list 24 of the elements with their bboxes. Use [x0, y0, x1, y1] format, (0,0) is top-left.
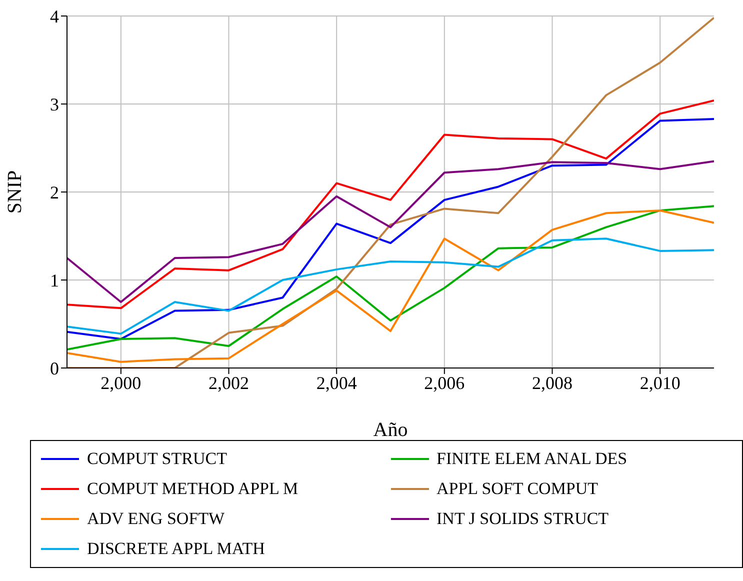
y-axis-title: SNIP [4, 170, 26, 214]
legend-label: ADV ENG SOFTW [87, 509, 225, 529]
x-tick-label: 2,000 [100, 372, 142, 393]
y-tick-label: 3 [50, 94, 59, 114]
legend-label: INT J SOLIDS STRUCT [436, 509, 609, 529]
x-tick-label: 2,004 [316, 372, 357, 393]
line-series [67, 238, 714, 335]
legend-label: COMPUT METHOD APPL M [87, 479, 298, 499]
line-series [67, 99, 714, 310]
x-tick-label: 2,010 [640, 372, 680, 393]
legend-label: DISCRETE APPL MATH [87, 539, 265, 559]
x-tick-label: 2,008 [532, 372, 572, 393]
line-series [67, 160, 714, 303]
x-axis-title: Año [373, 419, 408, 441]
y-tick-label: 0 [50, 358, 59, 378]
legend-label: FINITE ELEM ANAL DES [436, 449, 628, 469]
x-tick-label: 2,006 [424, 372, 465, 393]
x-tick-label: 2,002 [208, 372, 249, 393]
y-tick-label: 1 [50, 270, 59, 290]
y-tick-label: 2 [50, 182, 59, 202]
legend-label: COMPUT STRUCT [87, 449, 227, 469]
y-tick-label: 4 [50, 6, 59, 26]
line-series [67, 118, 714, 340]
legend-label: APPL SOFT COMPUT [436, 479, 598, 499]
